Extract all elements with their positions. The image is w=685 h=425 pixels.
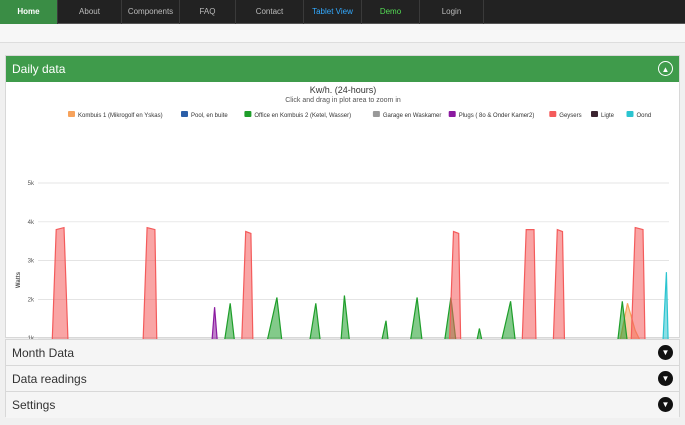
series-line[interactable]: [38, 226, 669, 339]
nav-tablet-view[interactable]: Tablet View: [304, 0, 362, 24]
settings-panel: Settings ▼: [5, 391, 680, 418]
y-tick-label: 4k: [28, 220, 35, 226]
legend-item[interactable]: Plugs ( 8o & Onder Kamer2): [459, 113, 535, 119]
daily-data-panel: Daily data ▲ Kw/h. (24-hours) Click and d…: [5, 55, 680, 339]
series-line[interactable]: [38, 295, 669, 340]
sub-navigation-bar: [0, 24, 685, 43]
legend-swatch[interactable]: [68, 111, 75, 117]
y-tick-label: 2k: [28, 297, 35, 303]
series-line[interactable]: [38, 272, 669, 339]
legend-swatch[interactable]: [448, 111, 456, 117]
series-area[interactable]: [38, 307, 669, 339]
daily-data-title: Daily data: [12, 62, 66, 76]
legend-swatch[interactable]: [626, 111, 634, 117]
y-tick-label: 5k: [28, 181, 35, 187]
legend-item[interactable]: Ligte: [601, 113, 615, 119]
nav-about[interactable]: About: [58, 0, 122, 24]
legend-swatch[interactable]: [181, 111, 188, 117]
series-line[interactable]: [38, 307, 669, 339]
legend-item[interactable]: Geysers: [559, 113, 581, 119]
y-axis-label: Watts: [16, 271, 22, 288]
daily-data-header[interactable]: Daily data ▲: [6, 56, 679, 82]
legend-swatch[interactable]: [372, 111, 380, 117]
top-navigation: Home About Components FAQ Contact Tablet View…: [0, 0, 685, 24]
data-readings-header[interactable]: Data readings ▼: [6, 366, 679, 392]
series-area[interactable]: [38, 227, 669, 339]
nav-components[interactable]: Components: [122, 0, 180, 24]
month-data-title: Month Data: [12, 346, 75, 360]
nav-contact[interactable]: Contact: [236, 0, 304, 24]
settings-header[interactable]: Settings ▼: [6, 392, 679, 418]
legend-item[interactable]: Kombuis 1 (Mikrogolf en Yskas): [78, 113, 163, 119]
legend-swatch[interactable]: [591, 111, 598, 117]
settings-title: Settings: [12, 398, 56, 412]
daily-chart[interactable]: Kw/h. (24-hours) Click and drag in plot a…: [6, 82, 679, 339]
y-tick-label: 1k: [28, 336, 35, 339]
legend-item[interactable]: Pool, en buite: [191, 113, 228, 119]
data-readings-title: Data readings: [12, 372, 87, 386]
chevron-down-icon[interactable]: ▼: [658, 371, 673, 386]
chevron-up-icon[interactable]: ▲: [658, 61, 673, 76]
series-line[interactable]: [38, 303, 669, 339]
legend-swatch[interactable]: [244, 111, 252, 117]
nav-home[interactable]: Home: [0, 0, 58, 24]
series-area[interactable]: [38, 272, 669, 339]
data-readings-panel: Data readings ▼: [5, 365, 680, 392]
legend-item[interactable]: Office en Kombuis 2 (Ketel, Wasser): [254, 113, 351, 119]
month-data-panel: Month Data ▼: [5, 339, 680, 366]
chart-subtitle: Click and drag in plot area to zoom in: [285, 97, 401, 104]
series-area[interactable]: [38, 303, 669, 339]
nav-demo[interactable]: Demo: [362, 0, 420, 24]
legend-item[interactable]: Oond: [637, 113, 652, 119]
y-tick-label: 3k: [28, 259, 35, 265]
nav-login[interactable]: Login: [420, 0, 484, 24]
month-data-header[interactable]: Month Data ▼: [6, 340, 679, 366]
series-area[interactable]: [38, 295, 669, 340]
legend-item[interactable]: Garage en Waskamer: [383, 113, 441, 119]
chevron-down-icon[interactable]: ▼: [658, 397, 673, 412]
chevron-down-icon[interactable]: ▼: [658, 345, 673, 360]
chart-title: Kw/h. (24-hours): [310, 85, 377, 95]
nav-faq[interactable]: FAQ: [180, 0, 236, 24]
legend-swatch[interactable]: [549, 111, 557, 117]
